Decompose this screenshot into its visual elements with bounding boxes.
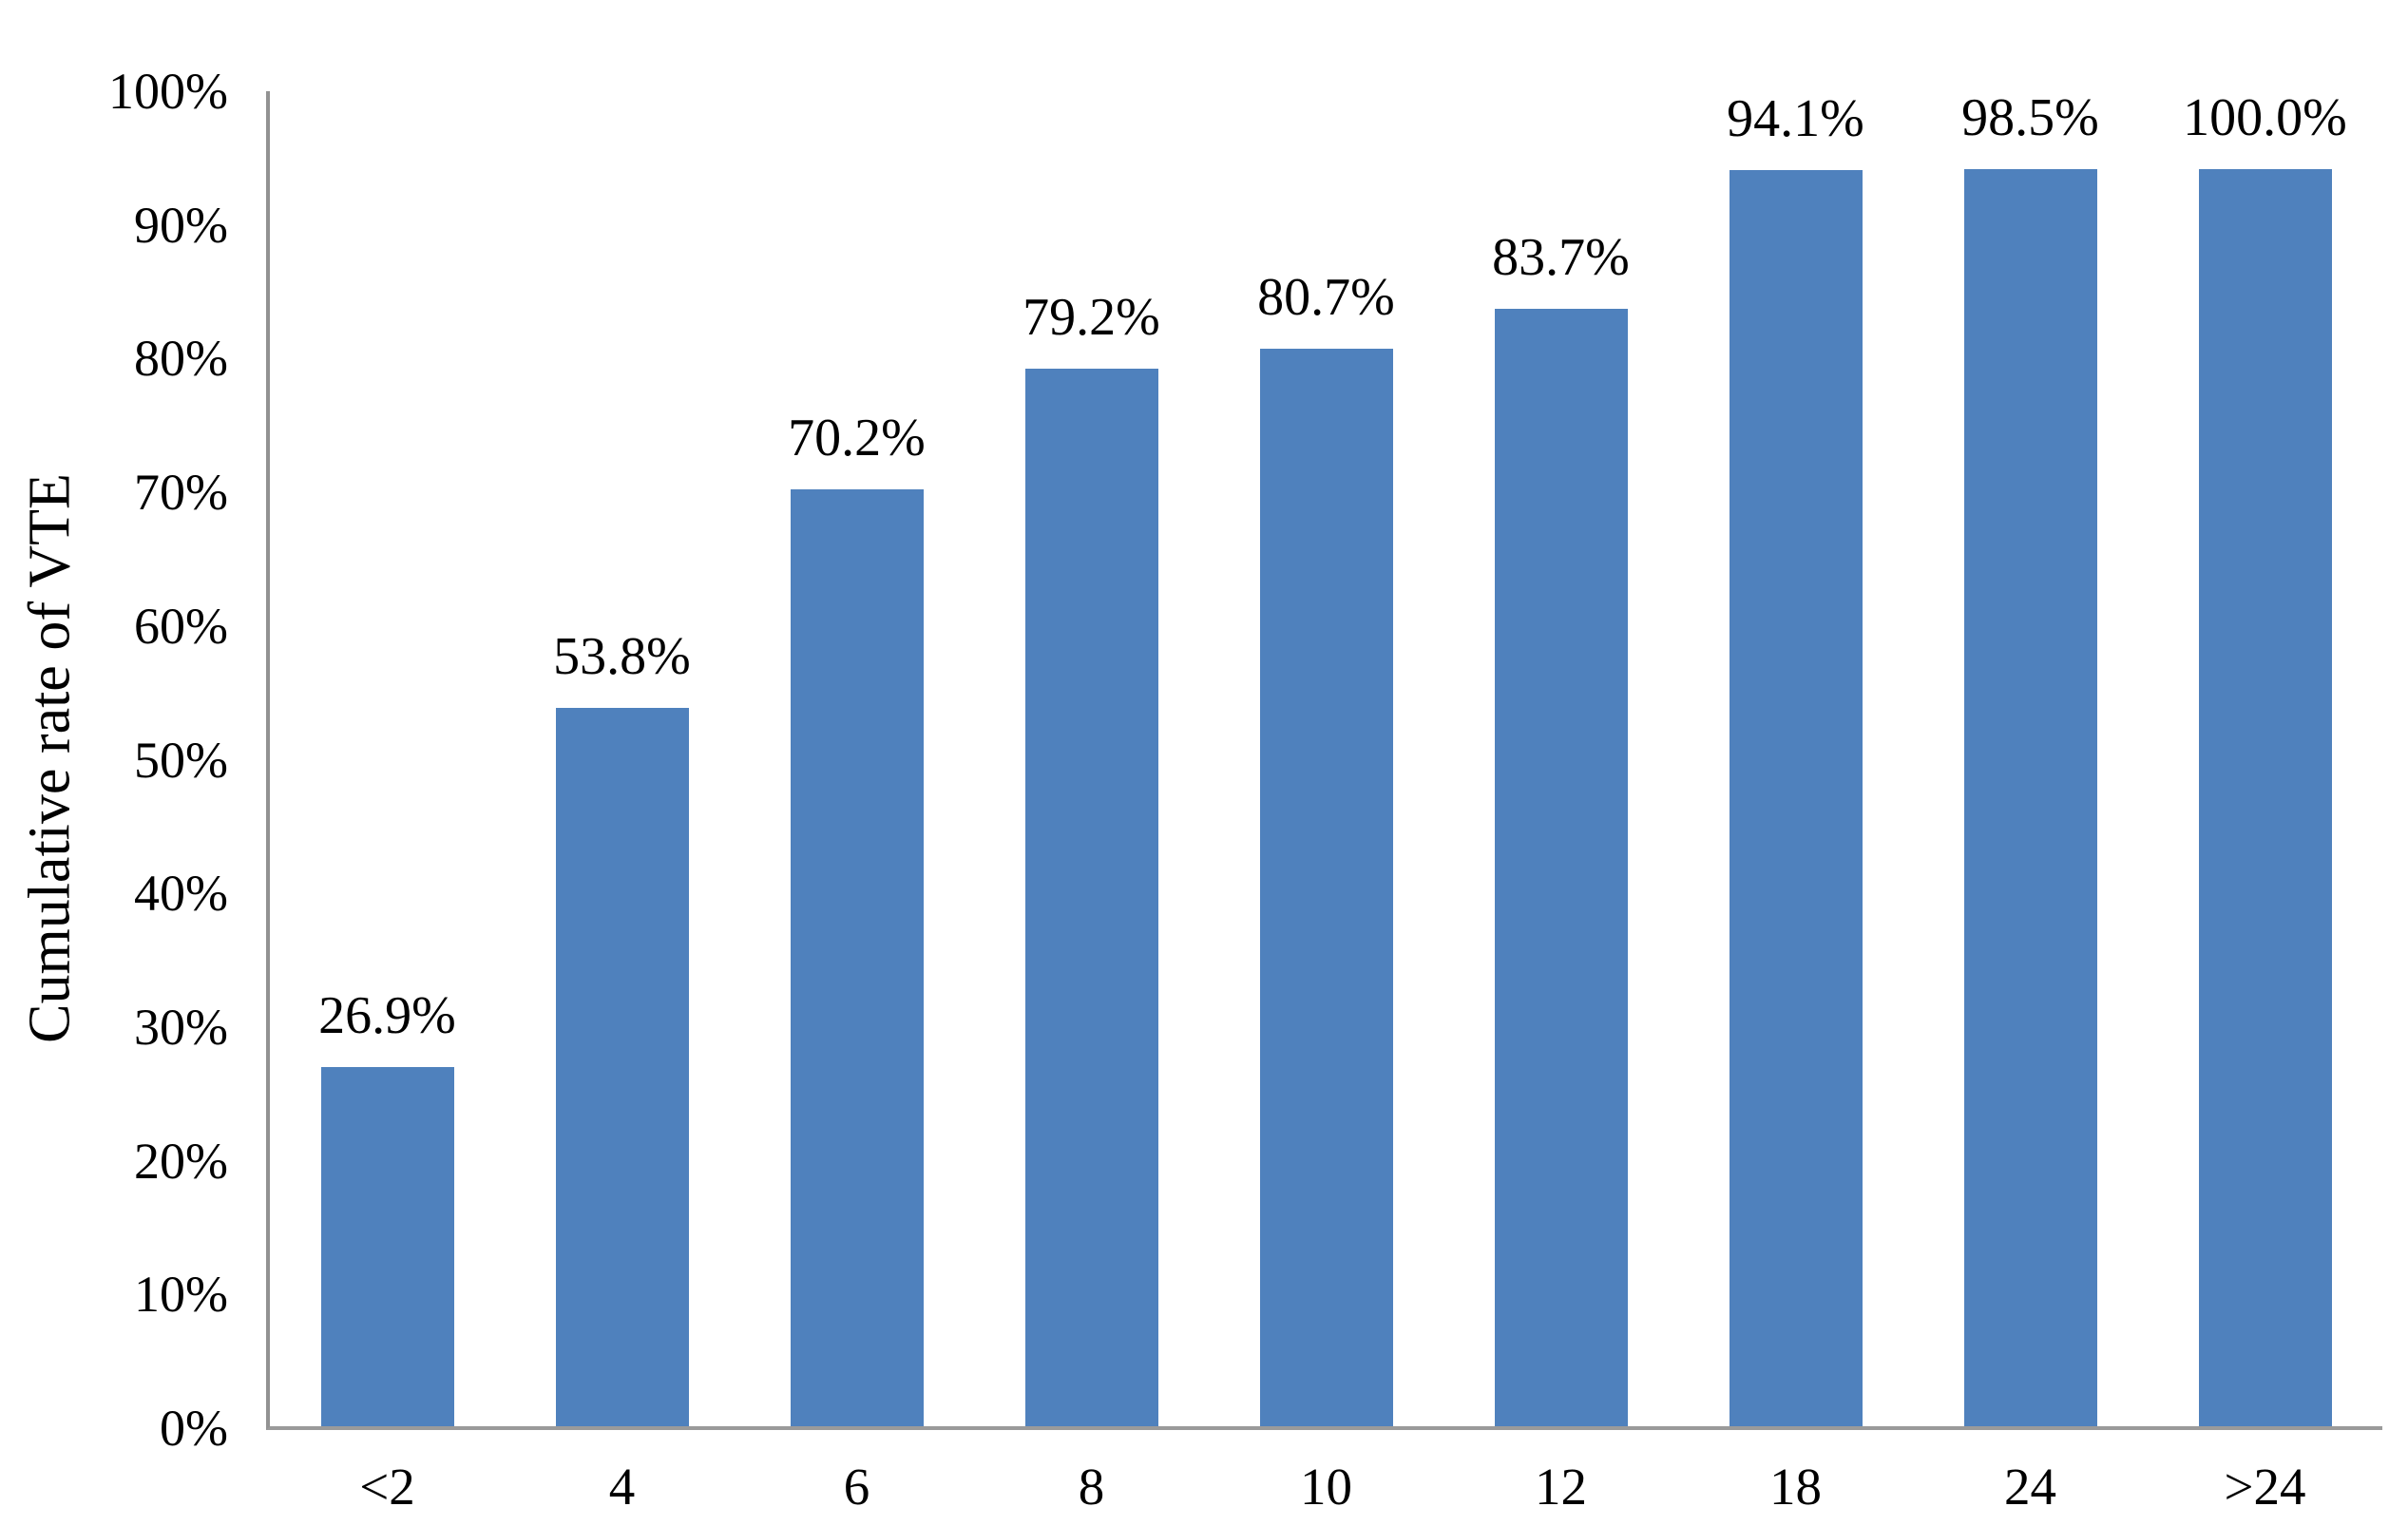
bar-slot: 26.9% — [270, 91, 505, 1426]
y-tick-label: 100% — [108, 63, 228, 120]
y-tick-label: 50% — [134, 731, 228, 789]
bar-slot: 100.0% — [2148, 91, 2382, 1426]
x-tick-label: 6 — [843, 1458, 870, 1516]
y-tick-label: 80% — [134, 330, 228, 388]
plot-area: 26.9% 53.8% 70.2% 79.2% 80.7% 83.7% 94.1% 98.5%… — [266, 91, 2382, 1430]
bar — [1024, 369, 1158, 1426]
bar-slot: 70.2% — [739, 91, 974, 1426]
x-tick-label: 12 — [1535, 1458, 1587, 1516]
bar — [790, 488, 924, 1426]
y-tick-label: 20% — [134, 1132, 228, 1190]
bar-value-label: 79.2% — [1022, 288, 1160, 348]
bar — [1729, 169, 1863, 1426]
bar-value-label: 98.5% — [1961, 88, 2099, 147]
bar-slot: 53.8% — [505, 91, 739, 1426]
bar — [1494, 309, 1628, 1426]
y-tick-label: 60% — [134, 597, 228, 655]
y-axis-tick-labels: 0% 10% 20% 30% 40% 50% 60% 70% 80% 90% 100% — [0, 66, 228, 1454]
bar-slot: 79.2% — [974, 91, 1209, 1426]
y-tick-label: 0% — [160, 1400, 228, 1457]
y-tick-label: 10% — [134, 1266, 228, 1324]
bar-value-label: 70.2% — [788, 408, 926, 467]
bar-value-label: 83.7% — [1492, 228, 1630, 288]
bar — [1259, 349, 1393, 1426]
bar — [555, 708, 689, 1426]
x-tick-label: 10 — [1300, 1458, 1352, 1516]
bar-slot: 80.7% — [1209, 91, 1443, 1426]
y-tick-label: 90% — [134, 196, 228, 254]
bar-value-label: 26.9% — [318, 986, 456, 1046]
bar-value-label: 100.0% — [2183, 88, 2347, 147]
bar-slot: 98.5% — [1913, 91, 2148, 1426]
bar-slot: 94.1% — [1678, 91, 1913, 1426]
x-tick-label: 18 — [1769, 1458, 1822, 1516]
y-tick-label: 30% — [134, 998, 228, 1056]
bar — [1963, 169, 2097, 1426]
x-tick-label: 24 — [2004, 1458, 2056, 1516]
x-axis-tick-labels: <2 4 6 8 10 12 18 24 >24 — [270, 1454, 2382, 1520]
bar-series: 26.9% 53.8% 70.2% 79.2% 80.7% 83.7% 94.1% 98.5%… — [270, 91, 2382, 1426]
x-tick-label: 4 — [608, 1458, 636, 1516]
bar-value-label: 94.1% — [1727, 88, 1864, 148]
x-tick-label: >24 — [2224, 1458, 2306, 1516]
bar — [320, 1067, 454, 1426]
bar-slot: 83.7% — [1443, 91, 1678, 1426]
y-tick-label: 70% — [134, 464, 228, 522]
x-tick-label: <2 — [359, 1458, 415, 1516]
x-tick-label: 8 — [1078, 1458, 1105, 1516]
bar — [2198, 169, 2332, 1426]
y-tick-label: 40% — [134, 865, 228, 923]
bar-value-label: 80.7% — [1257, 268, 1395, 328]
bar-value-label: 53.8% — [553, 627, 691, 687]
